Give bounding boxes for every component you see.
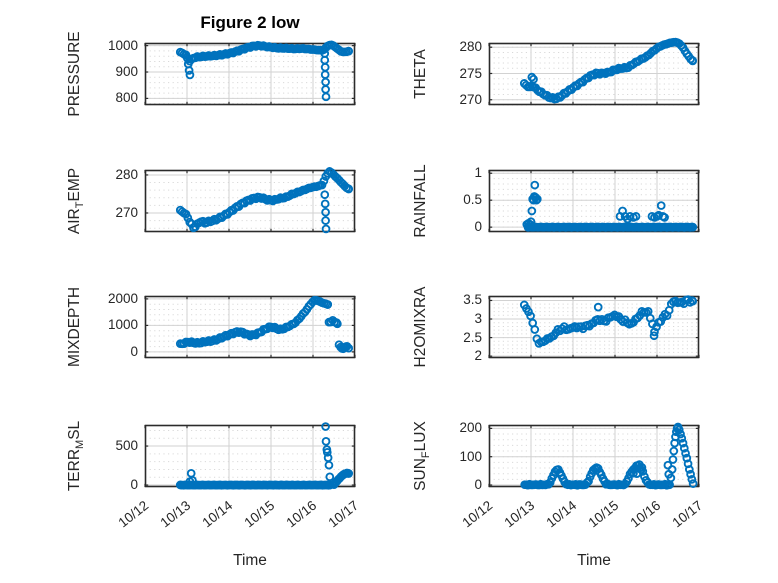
ytick-label: 0.5	[463, 192, 482, 207]
ytick-label: 280	[459, 39, 482, 54]
ytick-label: 3	[474, 311, 482, 326]
ytick-label: 275	[459, 66, 482, 81]
ytick-label: 0	[474, 219, 482, 234]
ytick-label: 1	[474, 165, 482, 180]
ytick-label: 0	[130, 344, 138, 359]
ytick-label: 2	[474, 348, 482, 363]
ytick-label: 100	[459, 449, 482, 464]
ylabel-text: SL	[66, 420, 83, 440]
xtick-label: 10/14	[199, 497, 236, 531]
ytick-label: 270	[459, 92, 482, 107]
plot-area-h2omixra	[488, 295, 700, 359]
ytick-label: 1000	[107, 38, 138, 53]
ytick-label: 800	[115, 90, 138, 105]
y-axis-label-h2omixra: H2OMIXRA	[412, 257, 430, 397]
ytick-label: 200	[459, 420, 482, 435]
xtick-label: 10/13	[501, 497, 538, 531]
plot-area-airtemp	[144, 167, 356, 234]
ytick-label: 0	[130, 477, 138, 492]
plot-area-terrmsl	[144, 422, 356, 490]
y-axis-label-airtemp: AIRTEMP	[66, 131, 86, 271]
xtick-label: 10/13	[157, 497, 194, 531]
plot-area-theta	[488, 37, 700, 106]
xtick-label: 10/16	[283, 497, 320, 531]
plot-area-pressure	[144, 40, 356, 106]
ytick-label: 900	[115, 64, 138, 79]
xtick-label: 10/12	[115, 497, 152, 531]
x-axis-label-right: Time	[577, 552, 611, 569]
ytick-label: 2000	[107, 291, 138, 306]
ytick-label: 280	[115, 167, 138, 182]
plot-area-mixdepth	[144, 295, 356, 359]
xtick-label: 10/15	[585, 497, 622, 531]
ytick-label: 0	[474, 477, 482, 492]
ytick-label: 1000	[107, 317, 138, 332]
xtick-label: 10/17	[325, 497, 362, 531]
xtick-label: 10/14	[543, 497, 580, 531]
figure-title: Figure 2 low	[200, 13, 300, 32]
ytick-label: 2.5	[463, 330, 482, 345]
xtick-label: 10/15	[241, 497, 278, 531]
plot-area-sunflux	[488, 422, 700, 490]
xtick-label: 10/16	[627, 497, 664, 531]
xtick-label: 10/12	[459, 497, 496, 531]
plot-area-rainfall	[488, 169, 700, 233]
ytick-label: 270	[115, 205, 138, 220]
x-axis-label-left: Time	[233, 552, 267, 569]
ytick-label: 3.5	[463, 292, 482, 307]
ytick-label: 500	[115, 438, 138, 453]
xtick-label: 10/17	[669, 497, 706, 531]
y-axis-label-terrmsl: TERRMSL	[66, 386, 86, 526]
